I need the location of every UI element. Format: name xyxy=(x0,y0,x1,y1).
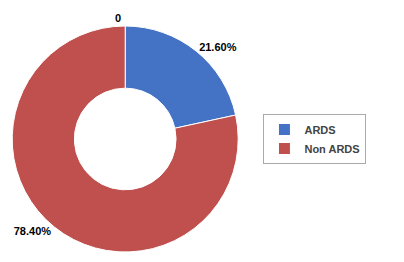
svg-text:21.60%: 21.60% xyxy=(199,41,237,53)
svg-text:ARDS: ARDS xyxy=(304,124,335,136)
svg-text:0: 0 xyxy=(115,12,121,24)
svg-text:Non ARDS: Non ARDS xyxy=(304,143,359,155)
svg-text:78.40%: 78.40% xyxy=(14,225,52,237)
